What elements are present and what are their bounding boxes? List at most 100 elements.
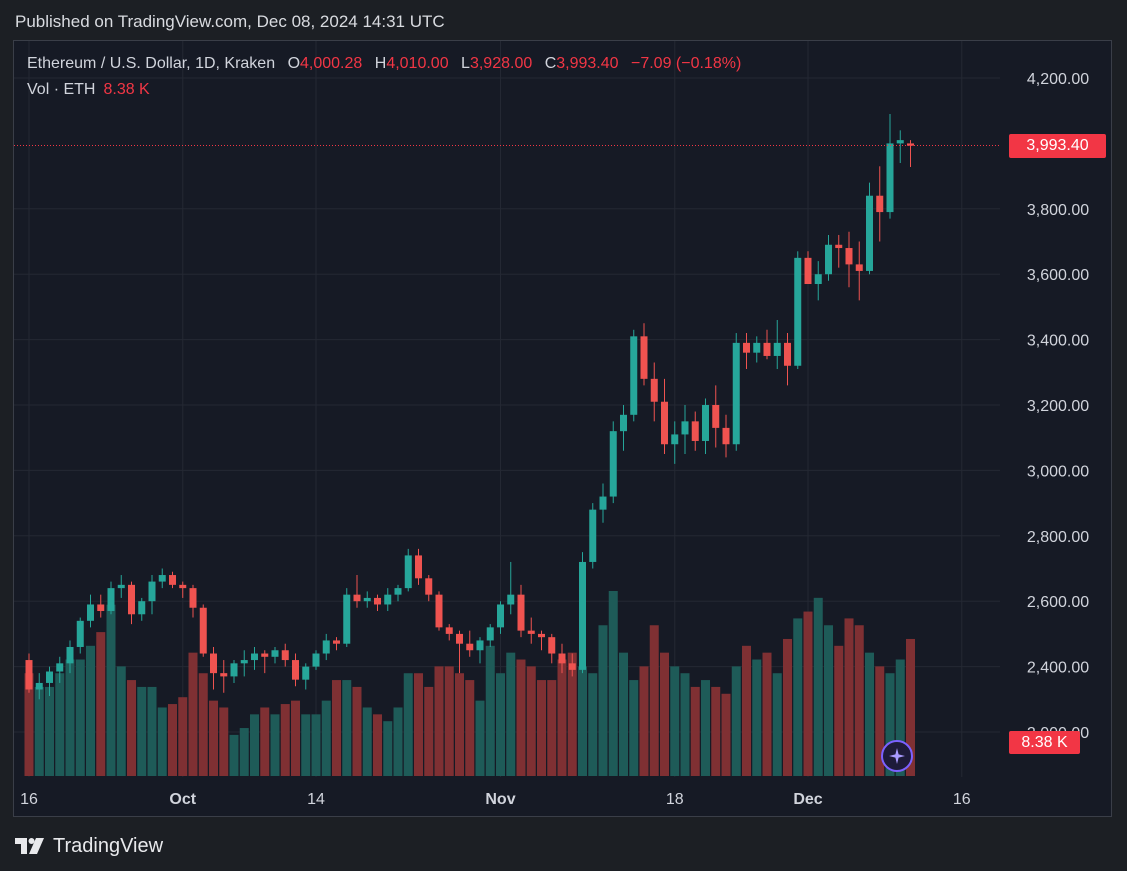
volume-label: Vol · ETH [27,81,96,98]
candle [76,617,84,654]
volume-bar [783,638,792,776]
candle [784,333,791,386]
candle-body [322,640,330,654]
open-value: 4,000.28 [300,55,363,72]
volume-bar [731,666,741,776]
candle [497,601,504,634]
volume-bar [865,652,874,776]
candle-body [630,336,638,415]
candle [855,241,863,301]
open-label: O [287,55,301,72]
volume-bar [65,659,75,776]
volume-bar [362,707,372,776]
volume-bar [168,704,177,776]
candle [158,568,166,589]
candle [445,624,453,641]
candle [640,323,648,386]
volume-bar [608,591,618,776]
candle [804,251,812,285]
candle-body [56,663,64,672]
volume-bar [260,707,270,776]
sparkle-icon[interactable] [881,740,913,772]
volume-bar [332,680,341,776]
high-label: H [374,55,387,72]
candle-body [425,578,433,595]
volume-bars [24,591,915,776]
volume-bar [239,728,249,776]
y-tick-label: 2,400.00 [1027,660,1089,677]
y-tick-label: 2,600.00 [1027,594,1089,611]
candle [189,584,197,618]
volume-bar [639,666,649,776]
candle-body [292,660,299,680]
volume-bar [844,618,854,776]
candle [671,421,679,464]
candle-body [46,671,53,683]
candle [886,113,894,219]
candle [630,329,638,422]
price-axis[interactable]: 4,200.00 3,800.00 3,600.00 3,400.00 3,200.00… [1027,71,1089,742]
x-tick-label: Dec [793,791,822,808]
volume-bar [588,673,598,776]
published-caption: Published on TradingView.com, Dec 08, 20… [15,12,445,31]
volume-bar [629,680,639,776]
candle [702,398,709,455]
candle [46,666,53,697]
candle-body [794,257,802,366]
candle [281,643,289,667]
volume-bar [444,666,454,776]
volume-bar [721,693,731,776]
candle-body [661,401,668,445]
candle [292,653,299,687]
volume-bar [506,652,516,776]
volume-bar [824,625,833,776]
candle [773,319,781,370]
volume-bar [537,680,546,776]
candle-body [25,660,33,690]
symbol-legend: Ethereum / U.S. Dollar, 1D, Kraken O4,00… [27,55,741,73]
last-volume-tag: 8.38 K [1009,731,1080,754]
candle-body [773,342,781,356]
candle-body [558,653,566,664]
candle-body [435,594,443,628]
candle [661,378,668,455]
volume-bar [219,707,229,776]
volume-bar [526,666,536,776]
candle-body [855,264,863,271]
candle [97,594,105,618]
candle-body [261,653,269,657]
volume-bar [55,673,65,776]
candle-body [548,637,556,654]
candle [404,548,412,592]
time-axis[interactable]: 16 Oct 14 Nov 18 Dec 16 [20,791,971,808]
volume-bar [178,697,188,776]
volume-bar [198,673,208,776]
volume-bar [352,686,362,776]
candle [507,561,515,615]
candle-body [538,633,545,638]
candle-body [671,434,679,445]
candle-body [107,588,115,612]
candle [333,637,340,651]
footer-brand: TradingView [53,834,164,857]
volume-bar [885,673,895,776]
candle [312,650,320,670]
candle [179,581,187,598]
footer-logo[interactable]: TradingView [15,834,163,858]
candle [415,548,422,585]
low-value: 3,928.00 [469,55,533,72]
candle [558,643,566,674]
candle-body [353,594,361,602]
candle-body [579,561,586,670]
candle [25,653,33,693]
volume-bar [496,673,505,776]
y-tick-label: 3,400.00 [1027,333,1089,350]
candle-body [456,633,463,644]
volume-bar [137,686,147,776]
candle-body [466,643,474,651]
candle-body [814,274,822,285]
volume-bar [301,714,311,776]
candle [589,503,597,569]
candle-body [220,673,228,677]
